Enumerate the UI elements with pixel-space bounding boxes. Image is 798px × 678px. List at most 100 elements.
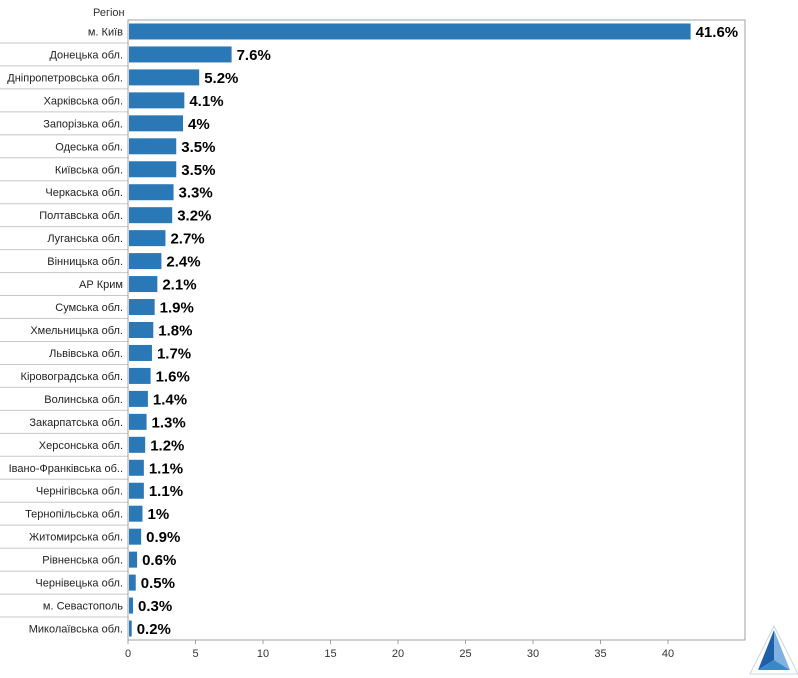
bar — [129, 551, 138, 568]
category-label: АР Крим — [79, 279, 123, 291]
category-label: Закарпатська обл. — [29, 417, 123, 429]
category-label: Чернівецька обл. — [35, 578, 123, 590]
chart-rows: м. Київ 41.6%Донецька обл. 7.6%Дніпропетро… — [0, 23, 738, 638]
triangle-logo-icon — [749, 624, 798, 675]
x-tick-label: 35 — [594, 648, 606, 660]
bar — [129, 299, 155, 316]
x-tick-label: 25 — [459, 648, 471, 660]
bar-row: м. Київ 41.6% — [88, 23, 739, 41]
category-label: Запорізька обл. — [43, 118, 123, 130]
value-label: 3.2% — [177, 208, 211, 225]
category-label: Кіровоградська обл. — [21, 371, 123, 383]
category-label: Херсонська обл. — [39, 440, 123, 452]
value-label: 1.1% — [149, 483, 183, 500]
bar-row: Одеська обл. 3.5% — [0, 134, 215, 156]
bar — [129, 597, 134, 614]
plot-frame — [127, 19, 746, 641]
bar — [129, 574, 136, 591]
value-label: 1.9% — [160, 300, 194, 317]
bar-row: Луганська обл. 2.7% — [0, 226, 205, 248]
value-label: 0.5% — [141, 575, 175, 592]
bar-row: Хмельницька обл. 1.8% — [0, 318, 193, 340]
bar-row: Кіровоградська обл. 1.6% — [0, 363, 190, 385]
category-label: Сумська обл. — [55, 302, 123, 314]
category-label: Полтавська обл. — [39, 210, 123, 222]
bar-row: Сумська обл. 1.9% — [0, 295, 194, 317]
category-label: м. Севастополь — [43, 601, 123, 613]
bar-row: Київська обл. 3.5% — [0, 157, 215, 179]
category-label: Черкаська обл. — [45, 187, 123, 199]
bar-row: Харківська обл. 4.1% — [0, 88, 224, 110]
bar — [129, 230, 166, 247]
value-label: 2.7% — [170, 231, 204, 248]
value-label: 1.1% — [149, 460, 183, 477]
value-label: 3.3% — [179, 185, 213, 202]
bar-row: Волинська обл. 1.4% — [0, 386, 187, 408]
category-label: Луганська обл. — [47, 233, 123, 245]
bar-row: Вінницька обл. 2.4% — [0, 249, 201, 271]
bar-row: м. Севастополь 0.3% — [0, 593, 172, 615]
bar-row: АР Крим 2.1% — [0, 272, 197, 294]
x-tick-label: 40 — [662, 648, 674, 660]
value-label: 4.1% — [189, 93, 223, 110]
bar — [129, 322, 154, 338]
bar-row: Дніпропетровська обл. 5.2% — [0, 65, 238, 87]
category-label: Дніпропетровська обл. — [7, 72, 123, 84]
bar-row: Херсонська обл. 1.2% — [0, 432, 184, 454]
category-label: Харківська обл. — [44, 95, 123, 107]
x-tick-label: 5 — [192, 648, 198, 660]
category-label: Вінницька обл. — [47, 256, 123, 268]
bar-row: Чернівецька обл. 0.5% — [0, 570, 175, 592]
value-label: 4% — [188, 116, 210, 133]
x-tick-label: 10 — [257, 648, 269, 660]
value-label: 2.4% — [166, 254, 200, 271]
category-label: Донецька обл. — [49, 49, 123, 61]
category-label: Волинська обл. — [44, 394, 123, 406]
bar-row: Черкаська обл. 3.3% — [0, 180, 213, 202]
value-label: 1% — [148, 506, 170, 523]
bar-row: Івано-Франківська об.. 1.1% — [0, 455, 183, 477]
x-tick-label: 0 — [125, 648, 131, 660]
bar — [129, 505, 143, 522]
category-label: Хмельницька обл. — [30, 325, 123, 337]
category-axis-header: Регіон — [93, 7, 125, 19]
category-label: Рівненська обл. — [42, 555, 123, 567]
x-tick-label: 30 — [527, 648, 539, 660]
bar-row: Запорізька обл. 4% — [0, 111, 210, 133]
bar — [129, 138, 177, 155]
bar-row: Рівненська обл. 0.6% — [0, 547, 176, 569]
value-label: 5.2% — [204, 70, 238, 87]
value-label: 0.9% — [146, 529, 180, 546]
bar — [129, 436, 146, 453]
value-label: 2.1% — [162, 277, 196, 294]
bar — [129, 207, 173, 224]
bar — [129, 390, 148, 407]
bar — [129, 276, 158, 293]
value-label: 7.6% — [237, 47, 271, 64]
bar-row: Полтавська обл. 3.2% — [0, 203, 211, 225]
category-label: м. Київ — [88, 26, 123, 38]
bar — [129, 184, 174, 201]
bar — [129, 344, 152, 361]
bar-row: Тернопільська обл. 1% — [0, 501, 170, 523]
value-label: 1.4% — [153, 391, 187, 408]
bar — [129, 161, 177, 178]
bar — [129, 367, 151, 384]
bar-row: Закарпатська обл. 1.3% — [0, 409, 186, 431]
category-label: Житомирська обл. — [29, 532, 123, 544]
bar — [129, 46, 232, 63]
bar — [129, 620, 132, 637]
value-label: 1.7% — [157, 345, 191, 362]
bar-row: Миколаївська обл. 0.2% — [0, 616, 171, 638]
value-label: 1.2% — [150, 437, 184, 454]
bar — [129, 69, 200, 86]
bar — [129, 23, 691, 40]
value-label: 41.6% — [696, 24, 739, 41]
x-axis: 0 5 10 15 20 25 30 35 40 — [125, 640, 674, 660]
value-label: 1.6% — [156, 368, 190, 385]
bar — [129, 253, 162, 270]
x-tick-label: 20 — [392, 648, 404, 660]
value-label: 0.2% — [137, 621, 171, 638]
value-label: 1.3% — [152, 414, 186, 431]
bar — [129, 482, 144, 499]
